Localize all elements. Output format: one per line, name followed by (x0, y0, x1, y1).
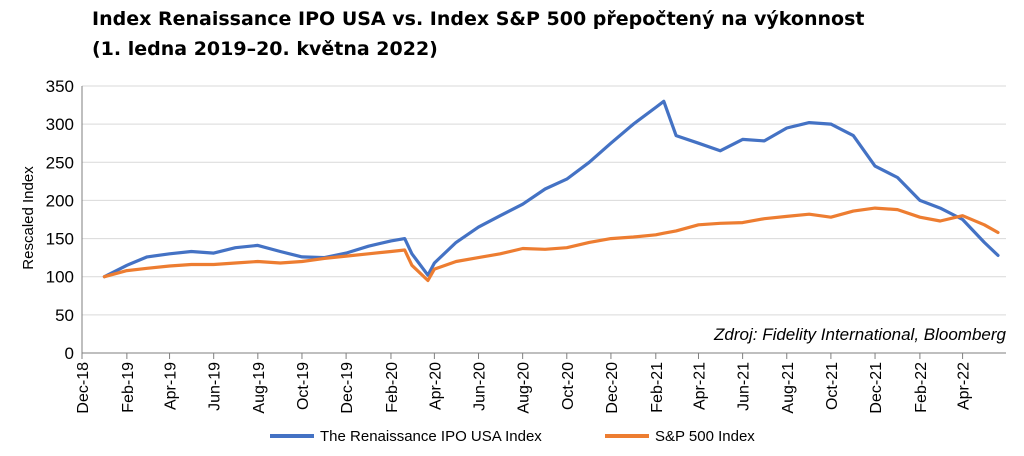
x-axis-ticks: Dec-18 Feb-19 Apr-19 Jun-19 Aug-19 Oct-19 Dec-… (75, 353, 973, 414)
x-tick-label: Jun-21 (736, 362, 753, 411)
y-axis-ticks: 0 50 100 150 200 250 300 350 (46, 77, 74, 363)
y-tick-label: 50 (55, 306, 74, 325)
y-tick-label: 100 (46, 268, 74, 287)
x-tick-label: Aug-21 (780, 362, 797, 414)
series-line-2 (102, 206, 1000, 283)
y-tick-label: 300 (46, 115, 74, 134)
source-annotation: Zdroj: Fidelity International, Bloomberg (713, 325, 1007, 344)
x-tick-label: Feb-21 (649, 362, 666, 413)
chart-subtitle: (1. ledna 2019–20. května 2022) (92, 38, 438, 60)
x-tick-label: Feb-22 (913, 362, 930, 413)
x-tick-label: Oct-21 (824, 362, 841, 410)
y-axis-label: Rescaled Index (20, 166, 37, 270)
x-tick-label: Feb-19 (120, 362, 137, 413)
legend-label: S&P 500 Index (655, 428, 755, 445)
x-tick-label: Feb-20 (384, 362, 401, 413)
x-tick-label: Apr-22 (956, 362, 973, 410)
x-tick-label: Oct-19 (295, 362, 312, 410)
x-tick-label: Aug-19 (251, 362, 268, 414)
y-tick-label: 0 (65, 344, 74, 363)
chart-title-block: Index Renaissance IPO USA vs. Index S&P … (92, 4, 1012, 64)
x-tick-label: Apr-19 (163, 362, 180, 410)
x-tick-label: Jun-20 (472, 362, 489, 411)
legend-label: The Renaissance IPO USA Index (320, 428, 542, 445)
y-tick-label: 150 (46, 230, 74, 249)
x-tick-label: Apr-20 (427, 362, 444, 410)
y-tick-label: 350 (46, 77, 74, 96)
gridlines (81, 85, 1006, 354)
x-tick-label: Dec-20 (604, 362, 621, 414)
x-tick-label: Jun-19 (207, 362, 224, 411)
x-tick-label: Dec-19 (339, 362, 356, 414)
y-tick-label: 250 (46, 153, 74, 172)
legend: The Renaissance IPO USA Index S&P 500 Ind… (270, 428, 755, 445)
x-tick-label: Aug-20 (516, 362, 533, 414)
y-tick-label: 200 (46, 191, 74, 210)
x-tick-label: Oct-20 (560, 362, 577, 410)
series-lines (102, 99, 1000, 283)
x-tick-label: Dec-18 (75, 362, 92, 414)
chart-title: Index Renaissance IPO USA vs. Index S&P … (92, 8, 865, 30)
series-line-1 (102, 99, 1000, 279)
x-tick-label: Apr-21 (691, 362, 708, 410)
x-tick-label: Dec-21 (868, 362, 885, 414)
